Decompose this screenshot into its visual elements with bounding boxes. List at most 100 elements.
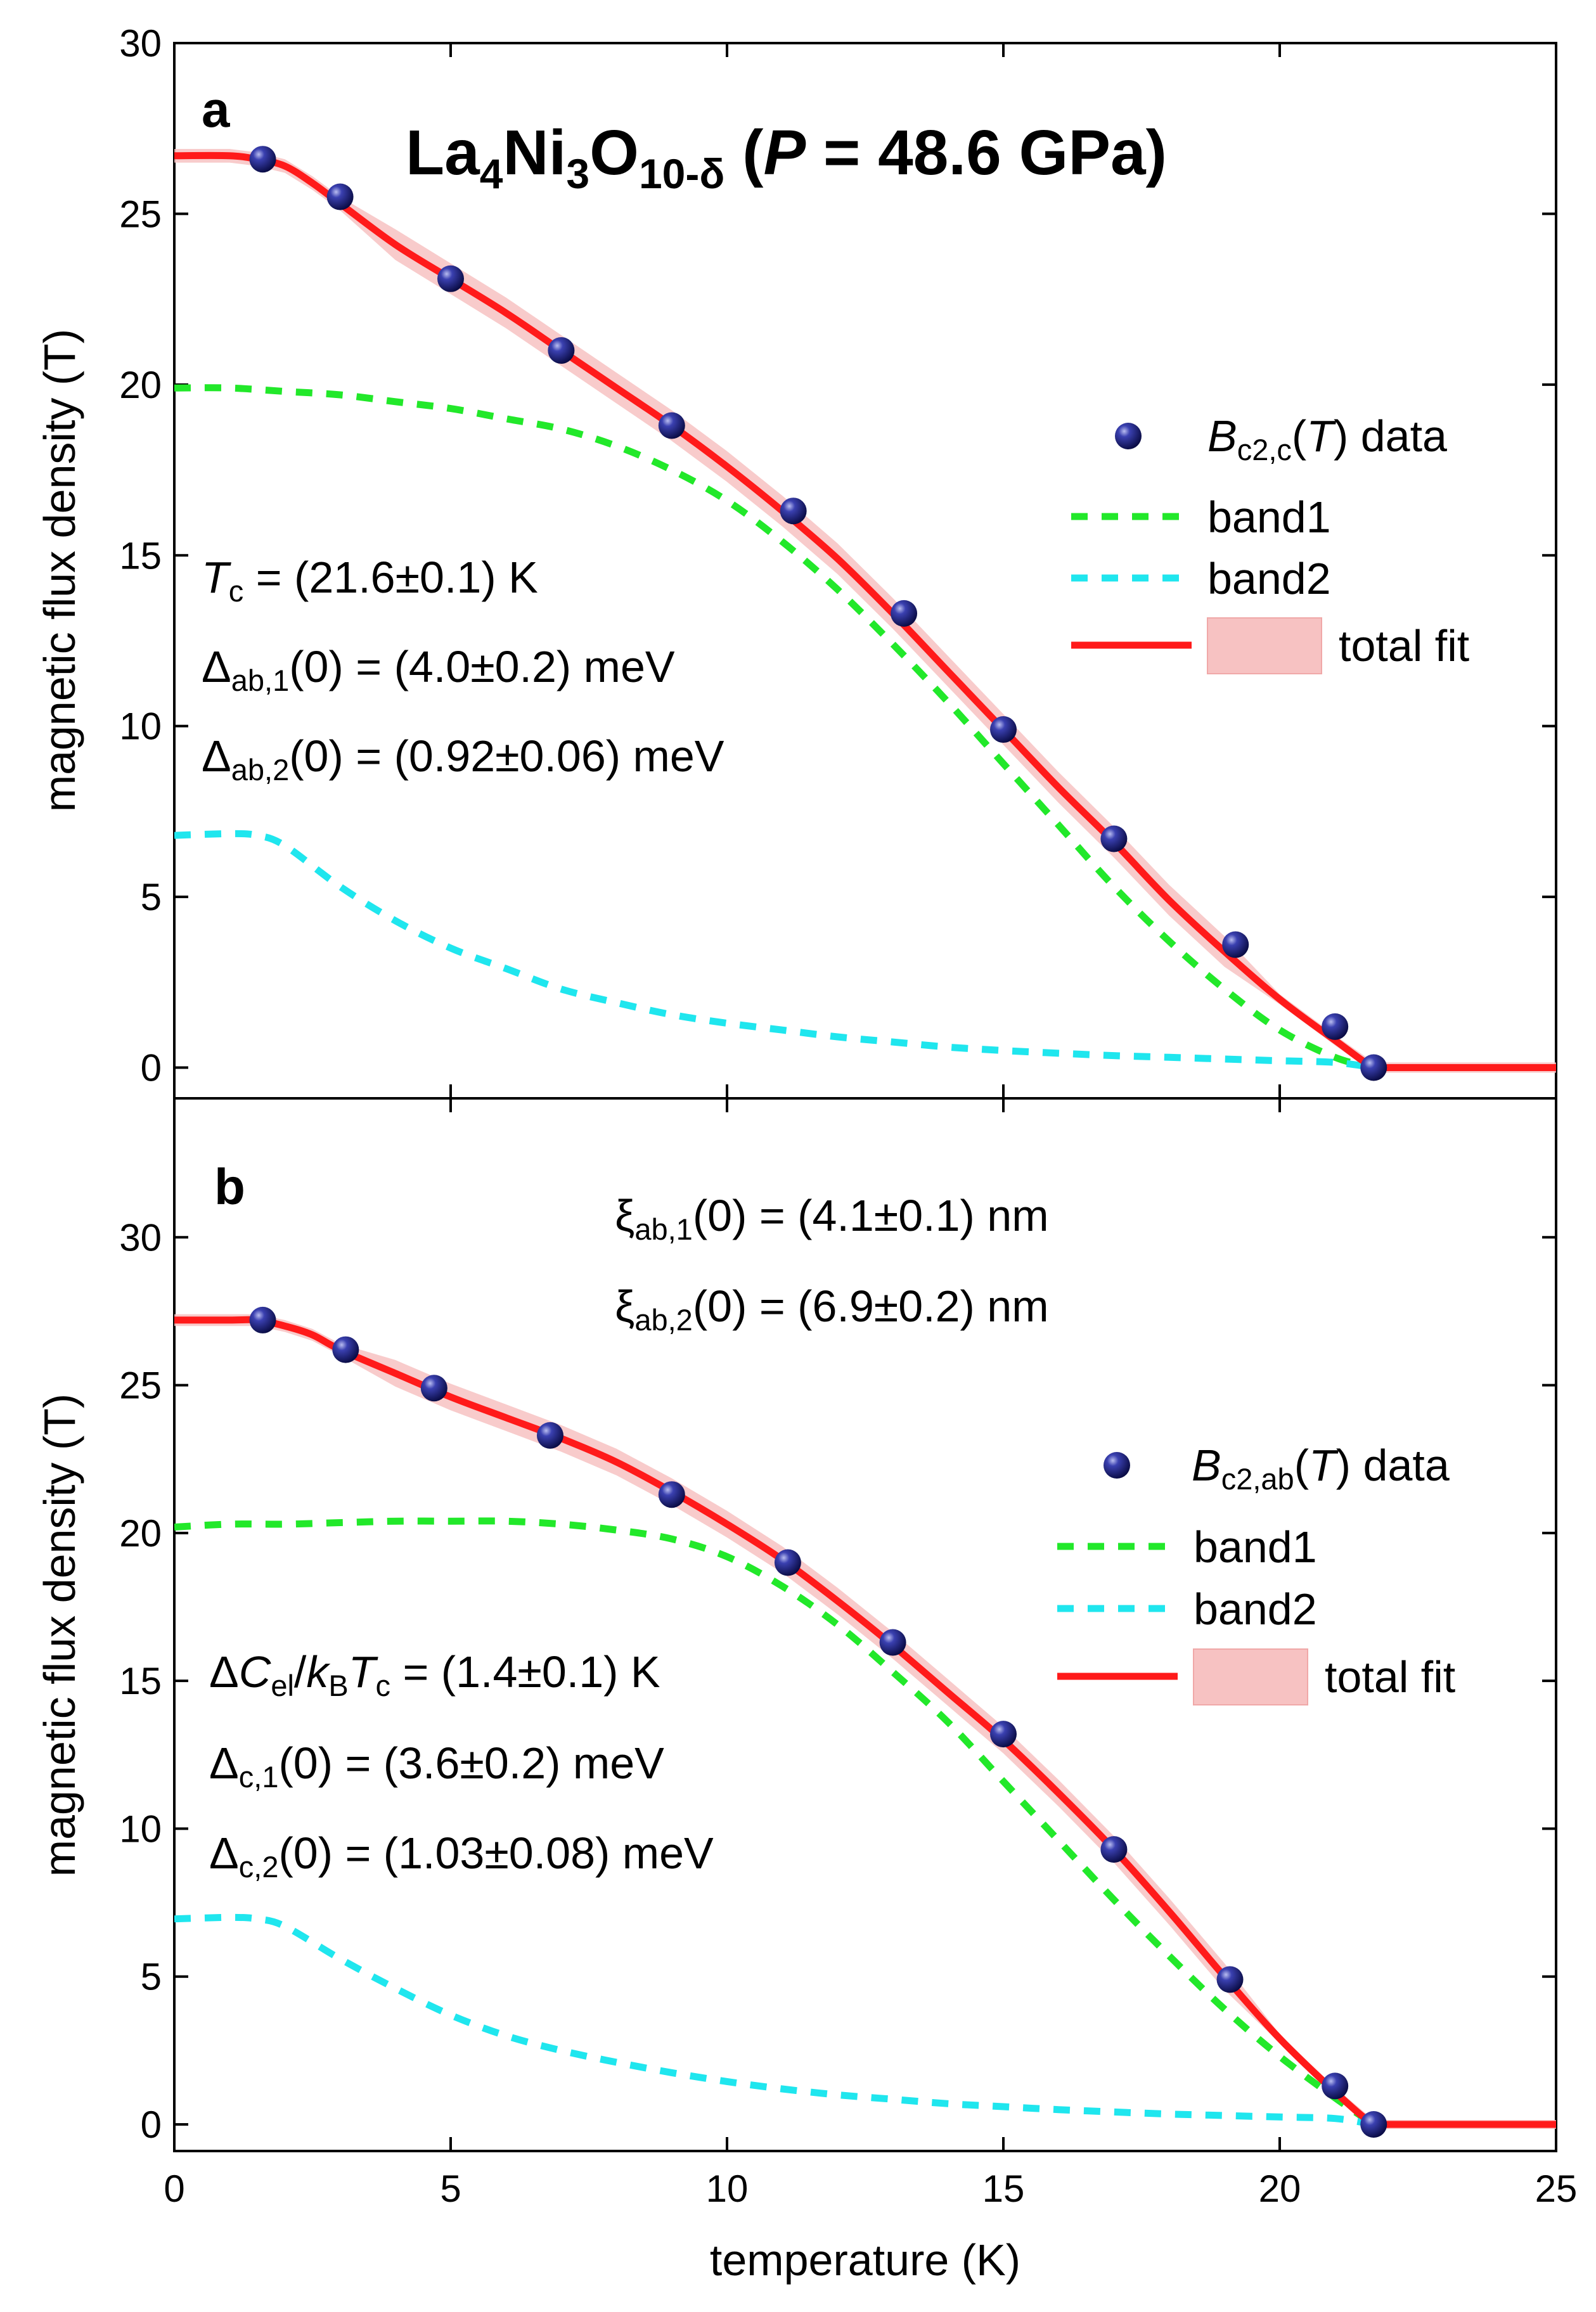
ann-c1-main: Δ [209,1738,239,1788]
legend-b-band1-label: band1 [1194,1522,1317,1572]
legend-a-close: ) data [1334,411,1447,461]
panel-b-data-points [249,1306,1387,2138]
panel-b-xtick-label: 10 [706,2168,749,2210]
panel-b-ytick-label: 20 [119,1512,162,1555]
title-la-sub: 4 [480,150,503,197]
panel-a-ytick-label: 25 [119,193,162,235]
panel-b-ytick-label: 25 [119,1365,162,1407]
title-o: O [589,117,639,188]
ann-ab2-sub: ab,2 [231,753,289,787]
legend-a-band2-label: band2 [1207,554,1331,603]
ann-c1-rest: (0) = (3.6±0.2) meV [278,1738,664,1788]
legend-b-open: ( [1294,1441,1309,1490]
panel-a-total-fit-line [174,151,1556,1074]
legend-b-band-swatch [1193,1648,1308,1705]
panel-a-data-point [1360,1054,1387,1081]
legend-a-band1-label: band1 [1207,492,1331,542]
panel-a-legend: Bc2,c(T) data band1 band2 total fit [1071,411,1469,674]
ann-ab1-main: Δ [202,642,231,691]
legend-a-band-swatch [1207,617,1322,674]
ann-heat-k: k [306,1647,330,1697]
panel-a-data-point [1222,931,1249,958]
legend-a-t: T [1306,411,1336,461]
legend-b-close: ) data [1336,1441,1450,1490]
panel-b-data-point [879,1629,906,1656]
legend-b-data-marker [1104,1452,1130,1479]
ann-xi1-rest: (0) = (4.1±0.1) nm [693,1191,1049,1240]
ann-heat-rest: = (1.4±0.1) K [390,1647,660,1697]
legend-a-total-label: total fit [1339,621,1469,671]
panel-a-data-point [891,600,918,627]
panel-b-total-fit-confidence-band [174,1314,1556,2129]
panel-b-xtick-label: 15 [982,2168,1025,2210]
panel-a-ytick-label: 0 [141,1047,162,1089]
panel-a-data-point [326,183,354,210]
panel-b-frame [173,1097,1557,2152]
panel-b-data-point [536,1422,563,1449]
panel-b-data-point [249,1306,276,1333]
ann-tc-sub: c [229,574,244,608]
ann-ab1-sub: ab,1 [231,664,289,697]
legend-a-data-label: Bc2,c(T) data [1207,411,1447,466]
panel-a-band1-line [174,384,1375,1071]
ann-ab1-rest: (0) = (4.0±0.2) meV [289,642,675,691]
ann-xi1-sub: ab,1 [634,1212,692,1246]
legend-b-b: B [1192,1441,1221,1490]
panel-b-data-point [658,1481,685,1508]
panel-a-data-points [249,146,1387,1081]
panel-b-data-point [332,1336,359,1363]
panel-a-data-point [1322,1013,1349,1040]
panel-b-data-point [1360,2111,1387,2138]
panel-a-data-point [437,265,464,292]
panel-b-data-point [774,1549,801,1576]
panel-b-data-point [420,1375,447,1402]
annotation-xi-ab2: ξab,2(0) = (6.9±0.2) nm [615,1281,1049,1337]
ann-heat-t: T [349,1647,378,1697]
panel-b-data-point [1322,2072,1349,2100]
ann-c1-sub: c,1 [239,1760,279,1794]
panel-a-ytick-label: 10 [119,705,162,748]
ann-ab2-rest: (0) = (0.92±0.06) meV [289,731,724,781]
panel-a-y-axis-title: magnetic flux density (T) [35,329,84,812]
title-la: La [406,117,480,188]
panel-a-ytick-label: 30 [119,22,162,65]
annotation-heat-jump: ΔCel/kBTc = (1.4±0.1) K [209,1647,660,1702]
panel-b-ytick-label: 30 [119,1216,162,1259]
panel-b-ticks: 0 5 10 15 20 25 30 0 5 10 15 20 25 [119,1098,1577,2210]
ann-tc-main: T [202,553,231,602]
panel-b-band2-line [174,1913,1375,2128]
title-open: ( [724,117,764,188]
panel-b-xtick-label: 5 [440,2168,461,2210]
ann-c2-rest: (0) = (1.03±0.08) meV [278,1828,714,1878]
panel-b-band1-line [174,1517,1376,2128]
panel-b-ytick-label: 0 [141,2103,162,2146]
title-o-sub: 10-δ [639,150,724,197]
panel-a-data-point [780,498,807,525]
legend-a-b: B [1207,411,1237,461]
x-axis-title: temperature (K) [710,2235,1020,2285]
legend-b-b-sub: c2,ab [1221,1462,1294,1496]
legend-b-band2-label: band2 [1194,1584,1317,1634]
panel-b-xtick-label: 25 [1535,2168,1578,2210]
panel-a-letter: a [202,81,230,138]
panel-b-data-point [1216,1966,1244,1993]
ann-c2-main: Δ [209,1828,239,1878]
title-p: P [763,117,806,188]
panel-a-title: La4Ni3O10-δ (P = 48.6 GPa) [406,117,1167,197]
panel-a-data-point [658,412,685,439]
legend-a-data-marker [1115,423,1142,449]
title-ni-sub: 3 [566,150,589,197]
legend-a-open: ( [1292,411,1306,461]
panel-b-xtick-label: 0 [164,2168,184,2210]
title-pressure: = 48.6 GPa) [806,117,1167,188]
panel-b-xtick-label: 20 [1259,2168,1301,2210]
ann-ab2-main: Δ [202,731,231,781]
panel-a-annotations: Tc = (21.6±0.1) K Δab,1(0) = (4.0±0.2) m… [202,553,724,787]
ann-heat-c: C [239,1647,271,1697]
panel-b-ytick-label: 5 [141,1956,162,1998]
annotation-tc: Tc = (21.6±0.1) K [202,553,538,608]
panel-a-data-point [548,337,575,364]
ann-xi2-sub: ab,2 [634,1303,692,1337]
